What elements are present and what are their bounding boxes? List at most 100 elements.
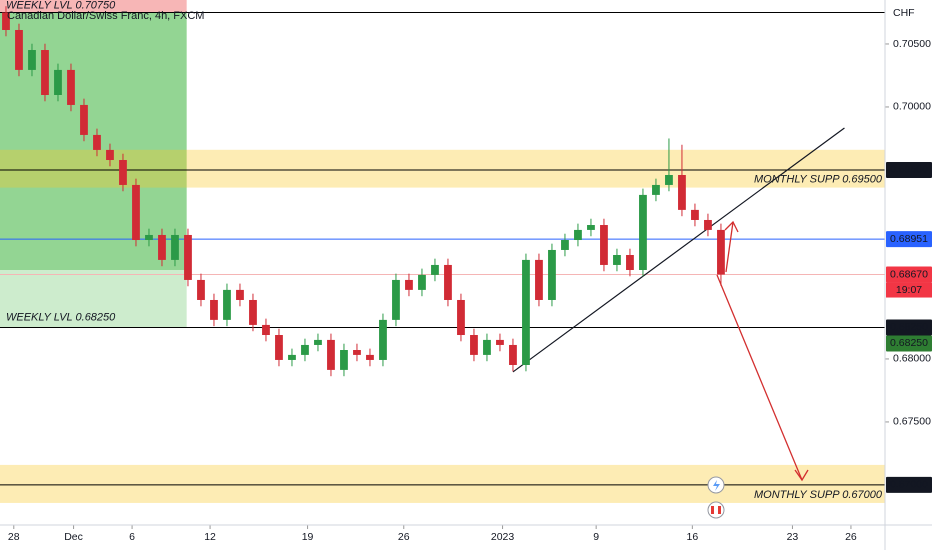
arrow-up — [725, 221, 734, 273]
level-label: WEEKLY LVL 0.68250 — [6, 311, 116, 323]
event-icon-glyph — [713, 480, 720, 491]
y-tick-label: 0.70000 — [893, 101, 931, 113]
countdown-badge — [886, 282, 932, 298]
candle-body — [470, 335, 478, 355]
x-tick-label: 16 — [687, 531, 699, 543]
candle-body — [106, 149, 114, 161]
x-tick-label: 12 — [204, 531, 216, 543]
candle-body — [613, 255, 621, 265]
trendline — [512, 127, 845, 373]
price-badge-label: 0.68250 — [890, 321, 928, 333]
candle-body — [483, 339, 491, 355]
candle-body — [366, 354, 374, 360]
candle-body — [262, 324, 270, 336]
x-tick-label: 26 — [398, 531, 410, 543]
x-tick-label: 19 — [302, 531, 314, 543]
y-tick-label: 0.68000 — [893, 353, 931, 365]
candle-body — [288, 354, 296, 360]
candle-body — [587, 225, 595, 230]
candle-body — [301, 344, 309, 355]
x-tick-label: 9 — [593, 531, 599, 543]
supply-zone — [0, 149, 885, 188]
flag-icon — [714, 506, 718, 514]
candle-body — [184, 234, 192, 280]
candle-body — [223, 289, 231, 320]
x-tick-label: 28 — [8, 531, 20, 543]
price-badge — [886, 319, 932, 336]
arrowhead — [794, 469, 809, 482]
x-tick-label: 2023 — [491, 531, 515, 543]
y-tick-label: 0.70500 — [893, 38, 931, 50]
candle-body — [314, 339, 322, 345]
supply-zone — [0, 464, 885, 503]
stop-zone — [0, 0, 187, 13]
candle-body — [392, 279, 400, 320]
x-tick-label: Dec — [64, 531, 83, 543]
candle-body — [418, 274, 426, 290]
candle-body — [171, 234, 179, 260]
candle-body — [15, 29, 23, 70]
candle-body — [496, 339, 504, 345]
candle-body — [197, 279, 205, 300]
candle-body — [639, 194, 647, 270]
y-tick-label: 0.67500 — [893, 416, 931, 428]
candle-body — [717, 229, 725, 275]
candle-body — [457, 299, 465, 336]
candle-body — [444, 264, 452, 300]
candle-body — [652, 184, 660, 195]
price-badge — [886, 231, 932, 248]
zone-label: MONTHLY SUPP 0.69500 — [754, 174, 883, 186]
candle-body — [340, 350, 348, 370]
candle-body — [249, 299, 257, 325]
price-badge — [886, 335, 932, 352]
candle-body — [509, 344, 517, 365]
candle-body — [93, 134, 101, 150]
candle-body — [600, 225, 608, 265]
candle-body — [691, 209, 699, 220]
candle-body — [574, 229, 582, 241]
candle-body — [548, 249, 556, 300]
candle-body — [665, 175, 673, 185]
price-badge — [886, 266, 932, 283]
candle-body — [522, 259, 530, 365]
candle-body — [210, 299, 218, 320]
profit-zone-light — [0, 269, 187, 328]
candle-body — [41, 50, 49, 95]
candle-body — [405, 279, 413, 290]
x-tick-label: 23 — [787, 531, 799, 543]
price-badge — [886, 161, 932, 178]
candle-body — [132, 184, 140, 241]
forecast-arrows — [716, 220, 809, 482]
candle-body — [561, 240, 569, 250]
candle-body — [275, 335, 283, 360]
candle-body — [704, 219, 712, 230]
price-badge-label: 0.67000 — [890, 479, 928, 491]
candle-body — [158, 234, 166, 260]
arrowhead — [724, 220, 739, 233]
candle-body — [327, 339, 335, 370]
candle-body — [535, 259, 543, 300]
candle-body — [54, 69, 62, 95]
level-label: WEEKLY LVL 0.70750 — [6, 0, 116, 11]
symbol-title: Canadian Dollar/Swiss Franc, 4h, FXCM — [7, 10, 204, 22]
candle-body — [119, 160, 127, 185]
price-badge-label: 0.68670 — [890, 268, 928, 280]
arrow-down — [716, 274, 803, 481]
candle-body — [145, 234, 153, 241]
candle-body — [353, 350, 361, 355]
candle-body — [67, 69, 75, 105]
candle-body — [626, 255, 634, 270]
candle-body — [28, 50, 36, 70]
currency: CHF — [893, 7, 915, 19]
x-tick-label: 26 — [845, 531, 857, 543]
candle-body — [379, 319, 387, 360]
x-tick-label: 6 — [129, 531, 135, 543]
price-badge-label: 0.69500 — [890, 164, 928, 176]
countdown-label: 19:07 — [896, 284, 922, 296]
candle-body — [236, 289, 244, 300]
candle-body — [431, 264, 439, 275]
price-badge-label: 0.68250 — [890, 337, 928, 349]
price-badge — [886, 476, 932, 493]
